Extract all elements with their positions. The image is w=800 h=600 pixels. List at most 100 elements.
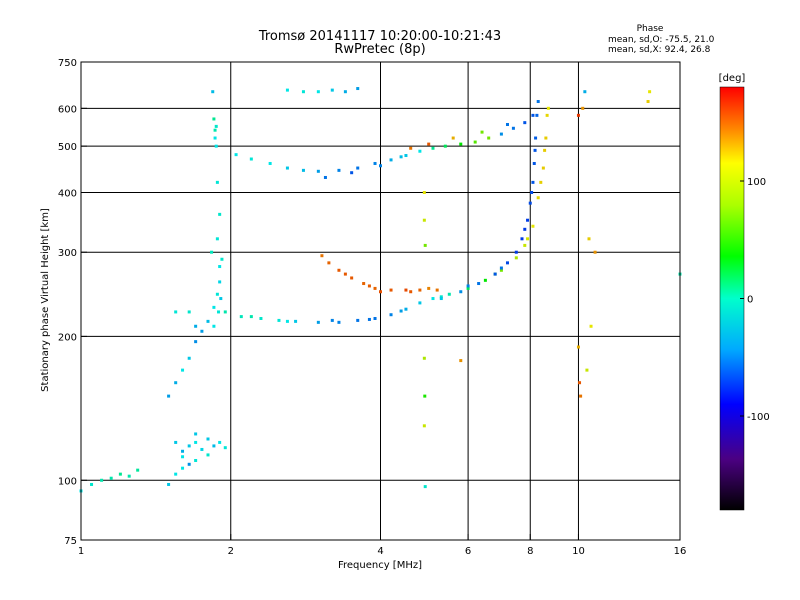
- data-point: [505, 261, 509, 265]
- data-point: [466, 284, 470, 288]
- data-point: [404, 307, 408, 311]
- data-point: [301, 90, 305, 94]
- data-point: [187, 356, 191, 360]
- data-point: [536, 100, 540, 104]
- data-point: [379, 164, 382, 168]
- data-point: [285, 88, 289, 92]
- data-point: [187, 310, 191, 314]
- data-point: [423, 243, 427, 247]
- data-point: [526, 237, 530, 241]
- data-point: [409, 146, 413, 150]
- data-point: [431, 146, 435, 150]
- data-point: [466, 286, 470, 290]
- data-point: [404, 288, 408, 292]
- data-point: [499, 268, 503, 272]
- data-point: [545, 113, 549, 117]
- data-point: [194, 340, 198, 344]
- data-point: [514, 250, 518, 254]
- x-tick-label: 8: [527, 546, 533, 557]
- data-point: [200, 447, 204, 451]
- data-point: [218, 280, 222, 284]
- data-point: [218, 265, 222, 269]
- data-point: [389, 158, 393, 162]
- data-point: [181, 449, 185, 453]
- data-point: [194, 440, 198, 444]
- data-point: [223, 310, 227, 314]
- data-point: [418, 149, 422, 153]
- data-point: [483, 278, 487, 282]
- data-point: [174, 381, 178, 385]
- data-point: [389, 288, 393, 292]
- y-tick-label: 500: [58, 142, 77, 153]
- chart-title: Tromsø 20141117 10:20:00-10:21:43: [258, 29, 501, 44]
- data-point: [213, 128, 217, 132]
- data-point: [473, 140, 477, 144]
- data-point: [212, 117, 216, 121]
- data-point: [459, 359, 463, 363]
- y-axis-label: Stationary phase Virtual Height [km]: [40, 208, 51, 392]
- chart-subtitle: RwPretec (8p): [334, 42, 425, 57]
- data-point: [447, 292, 451, 296]
- data-point: [487, 136, 491, 140]
- data-point: [320, 254, 324, 258]
- data-point: [409, 290, 413, 294]
- data-point: [218, 440, 222, 444]
- data-point: [427, 286, 431, 290]
- data-point: [379, 290, 382, 294]
- data-point: [576, 345, 580, 349]
- data-point: [218, 212, 222, 216]
- data-point: [528, 201, 532, 205]
- data-point: [589, 324, 593, 328]
- data-point: [343, 90, 347, 94]
- data-point: [459, 142, 463, 146]
- colorbar-ticks: -100 0 100: [740, 177, 770, 423]
- data-point: [418, 301, 422, 305]
- data-point: [187, 462, 191, 466]
- colorbar-label: [deg]: [719, 73, 746, 84]
- x-axis-ticks: 1 2 4 6 8 10 16: [78, 534, 686, 557]
- data-point: [544, 136, 548, 140]
- data-point: [531, 180, 535, 184]
- data-point: [530, 190, 534, 194]
- data-point: [215, 292, 219, 296]
- data-point: [285, 319, 289, 323]
- data-point: [316, 169, 320, 173]
- data-point: [593, 250, 597, 254]
- data-point: [212, 444, 216, 448]
- data-point: [399, 309, 403, 313]
- data-point: [576, 113, 580, 117]
- data-point: [249, 157, 253, 161]
- data-point: [499, 132, 503, 136]
- data-point: [220, 257, 224, 261]
- data-point: [389, 313, 393, 317]
- data-point: [534, 136, 538, 140]
- data-point: [443, 144, 447, 148]
- data-point: [422, 218, 426, 222]
- y-axis-ticks: 75 100 200 300 400 500 600 750: [58, 58, 87, 547]
- data-point: [531, 224, 535, 228]
- data-point: [167, 394, 171, 398]
- data-point: [439, 297, 443, 301]
- phase-stats-x: mean, sd,X: 92.4, 26.8: [608, 45, 711, 55]
- data-point: [277, 318, 281, 322]
- data-point: [234, 153, 238, 157]
- data-point: [422, 190, 426, 194]
- data-point: [167, 482, 171, 486]
- data-point: [367, 284, 371, 288]
- data-point: [362, 282, 366, 286]
- data-point: [356, 166, 360, 170]
- colorbar-tick-label: 100: [747, 177, 766, 188]
- data-point: [423, 394, 427, 398]
- y-tick-label: 200: [58, 332, 77, 343]
- data-point: [259, 316, 263, 320]
- data-point: [206, 453, 210, 457]
- data-point: [583, 90, 587, 94]
- data-point: [239, 315, 243, 319]
- data-point: [210, 250, 214, 254]
- data-point: [294, 319, 298, 323]
- data-point: [532, 161, 536, 165]
- y-tick-label: 750: [58, 58, 77, 69]
- data-point: [356, 87, 360, 91]
- data-point: [422, 356, 426, 360]
